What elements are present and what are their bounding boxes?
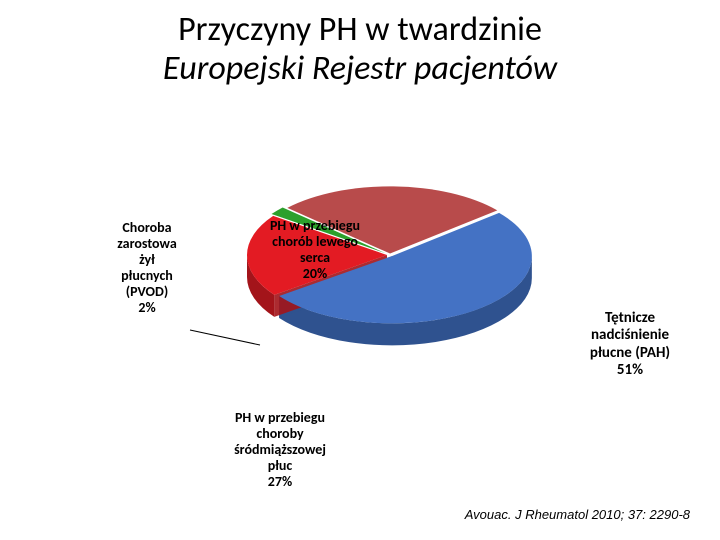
citation: Avouac. J Rheumatol 2010; 37: 2290-8	[465, 507, 690, 522]
title-line-2: Europejski Rejestr pacjentów	[0, 49, 720, 88]
label-pct-lhd: 20%	[240, 266, 390, 282]
label-line: śródmiąższowej	[200, 442, 360, 458]
label-line: nadciśnienie	[560, 327, 700, 344]
label-line: płucne (PAH)	[560, 345, 700, 362]
label-line: PH w przebiegu	[200, 410, 360, 426]
label-line: Choroba	[92, 220, 202, 236]
title-line-1: Przyczyny PH w twardzinie	[0, 10, 720, 49]
label-pah: Tętniczenadciśnieniepłucne (PAH)51%	[560, 310, 700, 379]
label-line: chorób lewego	[240, 234, 390, 250]
label-pct-pvod: 2%	[92, 300, 202, 316]
pie-chart: Tętniczenadciśnieniepłucne (PAH)51%PH w …	[50, 110, 670, 440]
label-line: (PVOD)	[92, 284, 202, 300]
label-line: serca	[240, 250, 390, 266]
label-pct-ild: 27%	[200, 474, 360, 490]
label-line: płuc	[200, 458, 360, 474]
slide-title: Przyczyny PH w twardzinie Europejski Rej…	[0, 0, 720, 88]
label-line: Tętnicze	[560, 310, 700, 327]
label-line: PH w przebiegu	[240, 218, 390, 234]
label-line: choroby	[200, 426, 360, 442]
label-ild: PH w przebieguchorobyśródmiąższowejpłuc2…	[200, 410, 360, 490]
label-line: zarostowa	[92, 236, 202, 252]
label-line: płucnych	[92, 268, 202, 284]
label-pvod: Chorobazarostoważyłpłucnych(PVOD)2%	[92, 220, 202, 317]
label-pct-pah: 51%	[560, 362, 700, 379]
label-lhd: PH w przebieguchorób lewegoserca20%	[240, 218, 390, 282]
label-line: żył	[92, 252, 202, 268]
